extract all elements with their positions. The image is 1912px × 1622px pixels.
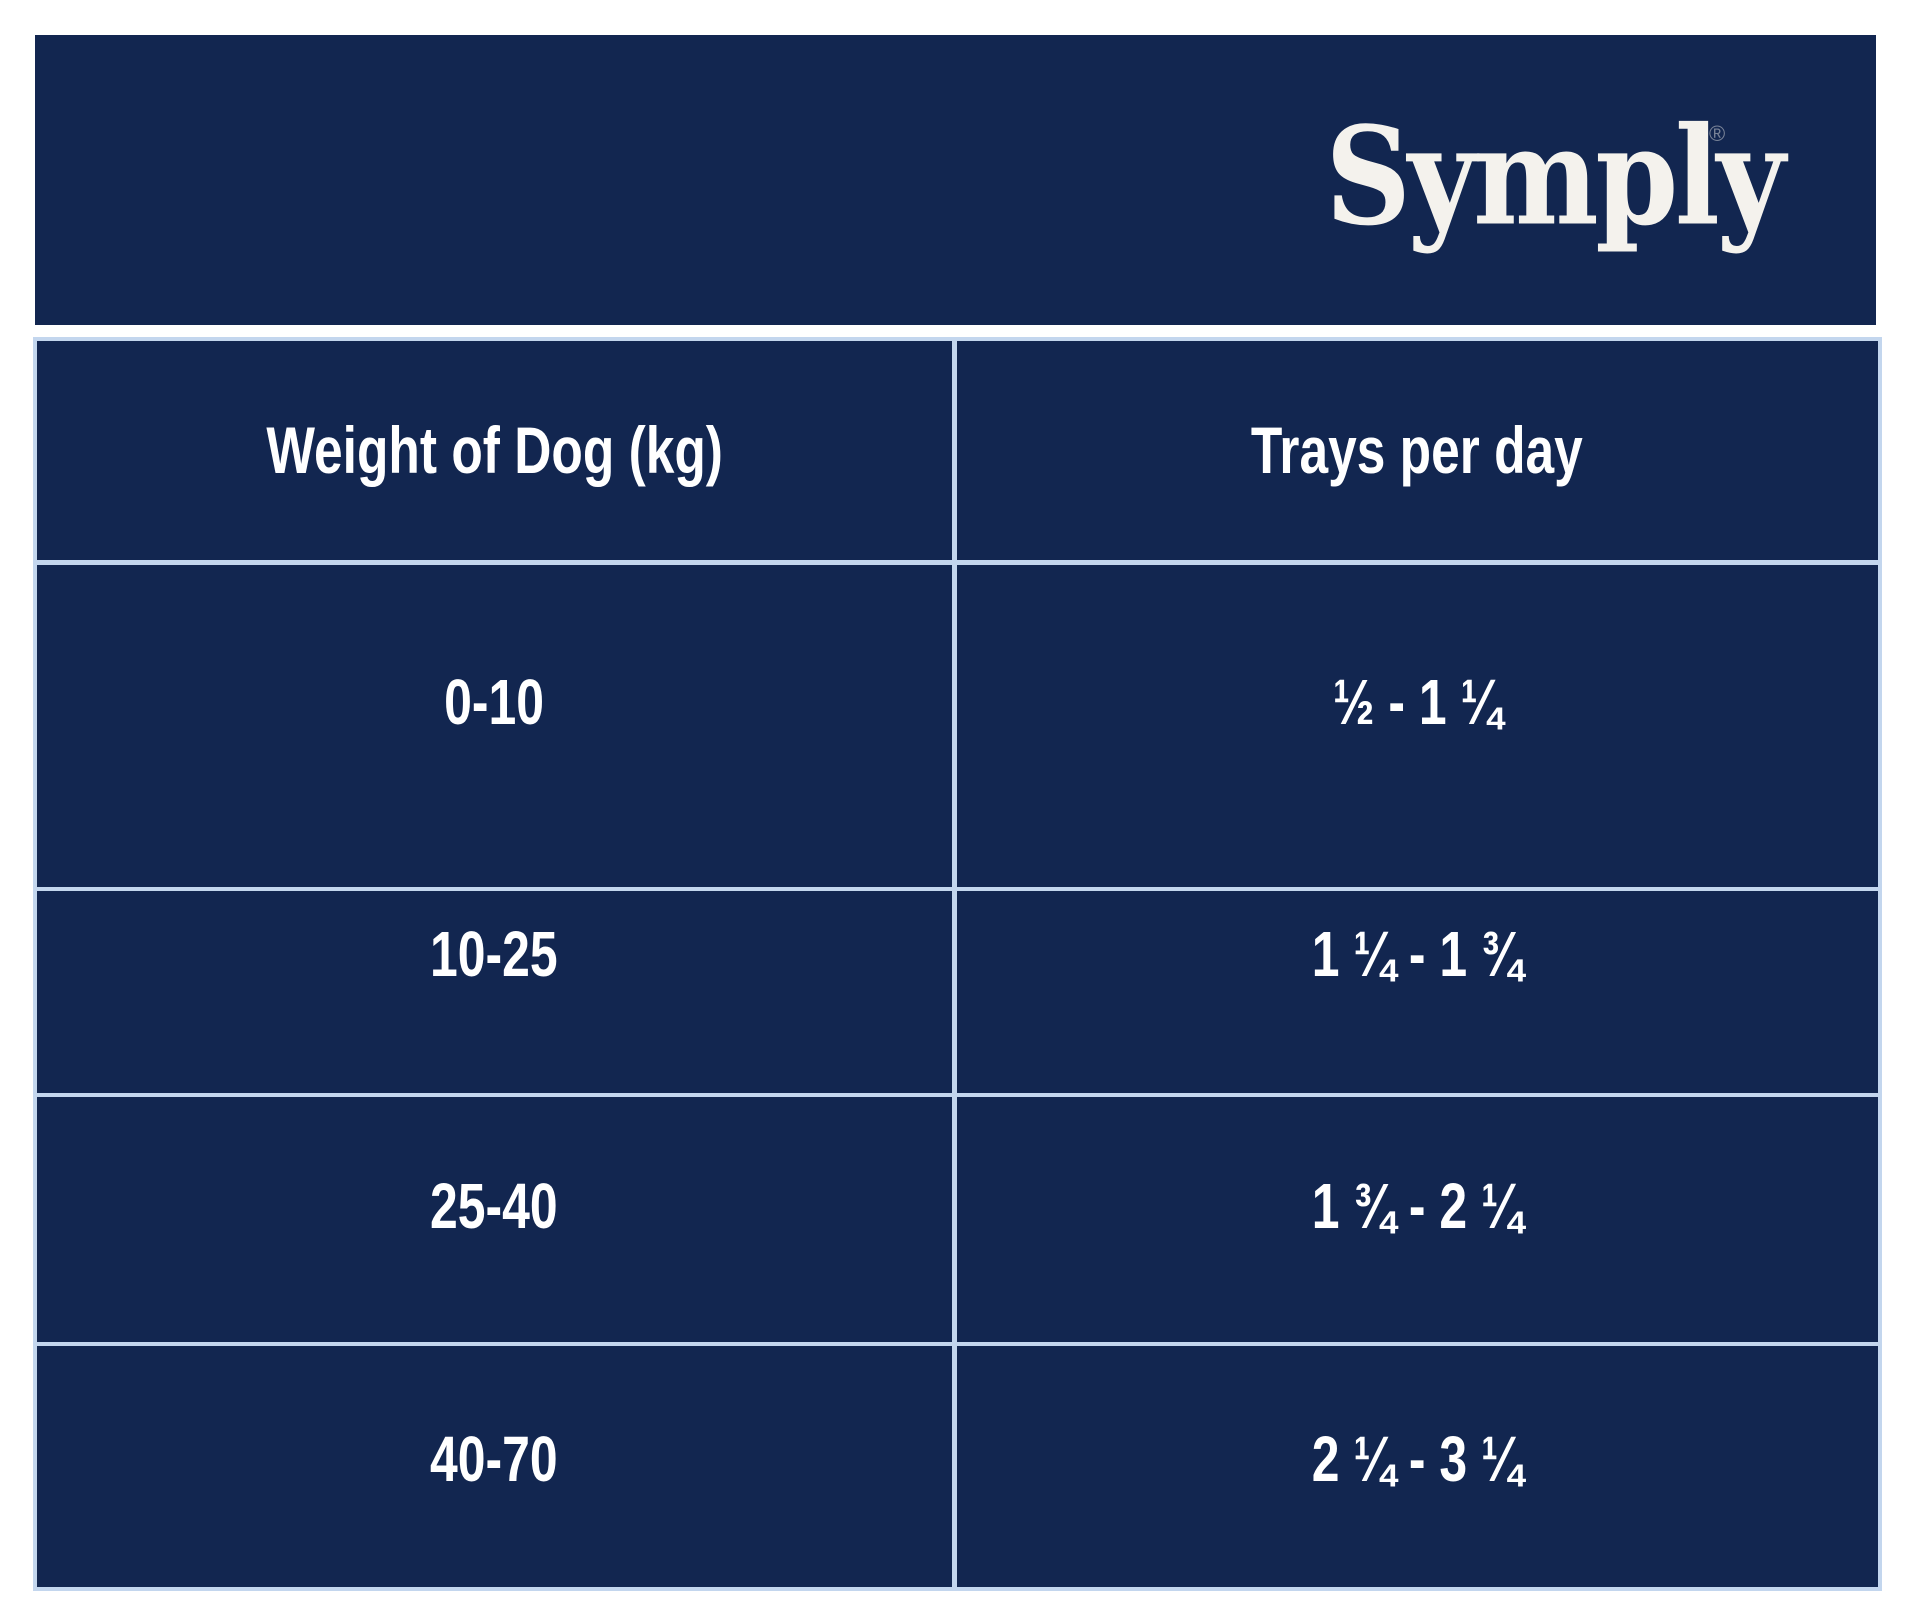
table-row: 10-25 1 ¼ - 1 ¾ <box>37 887 1878 1093</box>
registered-trademark-icon: ® <box>1709 121 1726 146</box>
trays-cell: 2 ¼ - 3 ¼ <box>957 1346 1878 1587</box>
weight-range-text: 0-10 <box>444 666 545 738</box>
weight-cell: 25-40 <box>37 1097 957 1342</box>
column-header-trays: Trays per day <box>957 341 1878 560</box>
trays-per-day-text: 2 ¼ - 3 ¼ <box>1311 1423 1523 1495</box>
weight-cell: 0-10 <box>37 565 957 887</box>
trays-cell: 1 ¾ - 2 ¼ <box>957 1097 1878 1342</box>
brand-header-band: Symply ® <box>35 35 1876 325</box>
column-header-weight: Weight of Dog (kg) <box>37 341 957 560</box>
table-header-row: Weight of Dog (kg) Trays per day <box>37 341 1878 560</box>
table-row: 40-70 2 ¼ - 3 ¼ <box>37 1342 1878 1587</box>
trays-cell: 1 ¼ - 1 ¾ <box>957 891 1878 1093</box>
weight-range-text: 10-25 <box>430 918 559 990</box>
trays-per-day-text: 1 ¾ - 2 ¼ <box>1311 1170 1523 1242</box>
trays-per-day-text: 1 ¼ - 1 ¾ <box>1311 918 1523 990</box>
column-header-weight-label: Weight of Dog (kg) <box>265 412 723 487</box>
symply-logo: Symply <box>1325 96 1785 256</box>
trays-cell: ½ - 1 ¼ <box>957 565 1878 887</box>
table-row: 0-10 ½ - 1 ¼ <box>37 560 1878 887</box>
column-header-trays-label: Trays per day <box>1251 412 1584 487</box>
table-row: 25-40 1 ¾ - 2 ¼ <box>37 1093 1878 1342</box>
weight-cell: 10-25 <box>37 891 957 1093</box>
weight-cell: 40-70 <box>37 1346 957 1587</box>
feeding-guide-table: Weight of Dog (kg) Trays per day 0-10 ½ … <box>33 337 1882 1591</box>
trays-per-day-text: ½ - 1 ¼ <box>1332 666 1502 738</box>
weight-range-text: 40-70 <box>430 1423 559 1495</box>
weight-range-text: 25-40 <box>430 1170 559 1242</box>
